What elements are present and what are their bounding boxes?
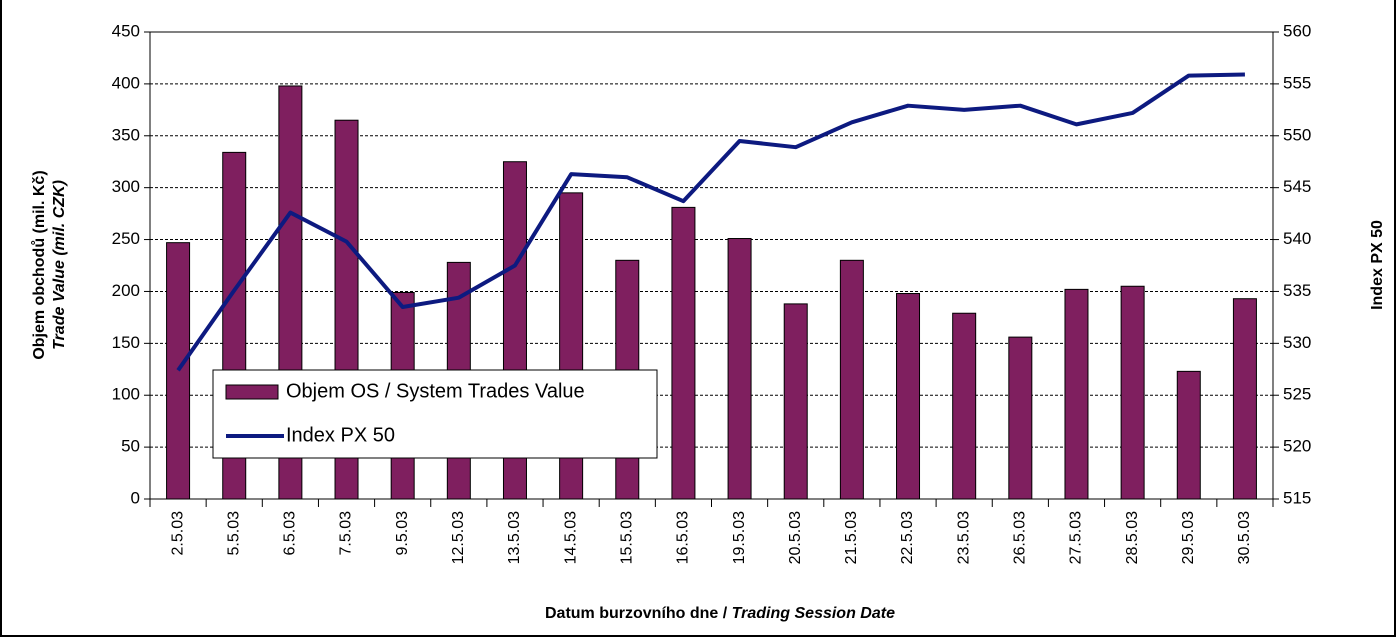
y-tick-label: 150 [112, 333, 140, 352]
bar [783, 303, 808, 500]
x-axis-label-cz: Datum burzovního dne / [545, 605, 728, 622]
x-tick-label: 20.5.03 [787, 511, 804, 564]
bar [1008, 336, 1033, 500]
bar [952, 312, 977, 500]
y2-tick-label: 540 [1283, 229, 1311, 248]
y2-tick-label: 525 [1283, 385, 1311, 404]
legend-label: Objem OS / System Trades Value [286, 380, 585, 402]
x-axis-label-en: Trading Session Date [732, 605, 895, 622]
line-series [176, 72, 1245, 372]
legend-box [212, 369, 658, 459]
x-tick-label: 23.5.03 [955, 511, 972, 564]
x-tick-label: 7.5.03 [338, 511, 355, 556]
bar [671, 206, 696, 500]
bar [839, 259, 864, 500]
y2-tick-label: 530 [1283, 333, 1311, 352]
y2-tick-label: 535 [1283, 281, 1311, 300]
y-tick-label: 50 [121, 437, 140, 456]
bar [1176, 370, 1201, 500]
x-tick-label: 9.5.03 [394, 511, 411, 556]
legend-swatch [225, 384, 279, 400]
y-tick-label: 200 [112, 281, 140, 300]
x-tick-label: 16.5.03 [675, 511, 692, 564]
y2-axis-label: Index PX 50 [1369, 220, 1386, 310]
x-tick-label: 30.5.03 [1236, 511, 1253, 564]
bar [1064, 288, 1089, 500]
x-tick-label: 29.5.03 [1180, 511, 1197, 564]
y-tick-label: 100 [112, 385, 140, 404]
y-tick-label: 450 [112, 21, 140, 40]
y2-tick-label: 555 [1283, 73, 1311, 92]
x-tick-label: 28.5.03 [1124, 511, 1141, 564]
x-tick-label: 26.5.03 [1012, 511, 1029, 564]
x-tick-label: 19.5.03 [731, 511, 748, 564]
bar [1232, 298, 1257, 500]
bar [896, 293, 921, 500]
y-tick-label: 300 [112, 177, 140, 196]
x-tick-label: 12.5.03 [450, 511, 467, 564]
bar [1120, 285, 1145, 500]
y-tick-label: 350 [112, 125, 140, 144]
x-tick-label: 22.5.03 [899, 511, 916, 564]
legend-label: Index PX 50 [286, 424, 395, 446]
bar [727, 238, 752, 500]
y2-tick-label: 560 [1283, 21, 1311, 40]
x-axis-label: Datum burzovního dne / Trading Session D… [545, 605, 895, 622]
y-tick-label: 0 [131, 488, 140, 507]
x-tick-label: 21.5.03 [843, 511, 860, 564]
bar [166, 242, 191, 500]
x-tick-label: 6.5.03 [282, 511, 299, 556]
y2-tick-label: 550 [1283, 125, 1311, 144]
x-tick-label: 14.5.03 [562, 511, 579, 564]
x-tick-label: 5.5.03 [225, 511, 242, 556]
y2-tick-label: 515 [1283, 488, 1311, 507]
y2-tick-label: 520 [1283, 437, 1311, 456]
x-tick-label: 15.5.03 [618, 511, 635, 564]
y-tick-label: 400 [112, 73, 140, 92]
y-axis-label-en: Trade Value (mil. CZK) [51, 180, 68, 350]
y-axis-label: Objem obchodů (mil. Kč) [31, 170, 48, 359]
y-tick-label: 250 [112, 229, 140, 248]
x-tick-label: 2.5.03 [169, 511, 186, 556]
x-tick-label: 13.5.03 [506, 511, 523, 564]
y2-tick-label: 545 [1283, 177, 1311, 196]
x-tick-label: 27.5.03 [1068, 511, 1085, 564]
